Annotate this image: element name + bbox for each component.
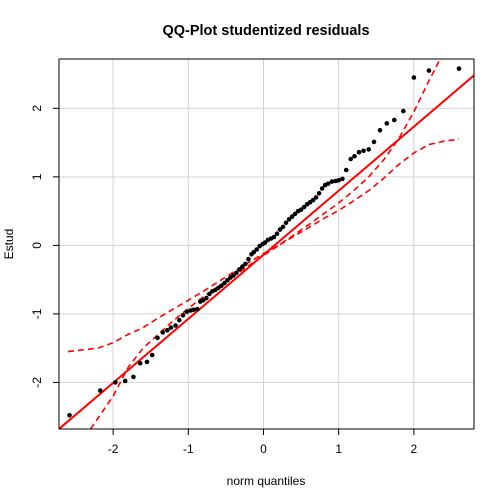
y-tick-label: 0 [30, 242, 44, 249]
data-point [219, 283, 224, 289]
data-point [262, 240, 268, 245]
data-point [361, 148, 366, 154]
data-point [231, 273, 236, 278]
data-point [411, 75, 417, 80]
data-point [67, 413, 72, 418]
x-tick-label: -1 [183, 442, 194, 456]
x-tick-label: 2 [411, 442, 418, 456]
data-point [251, 249, 256, 255]
data-point [313, 195, 319, 200]
data-point [371, 139, 377, 145]
data-point [254, 247, 259, 252]
reference-line [59, 74, 474, 429]
data-point [329, 179, 335, 184]
data-point [319, 186, 325, 191]
data-point [289, 214, 295, 219]
data-point [283, 220, 289, 226]
x-axis: -2 -1 0 1 2 [108, 429, 418, 456]
x-tick-label: 1 [335, 442, 342, 456]
data-point [184, 309, 190, 315]
y-tick-label: -2 [30, 377, 44, 388]
data-point [316, 191, 322, 196]
data-point [168, 325, 174, 330]
data-point [356, 149, 362, 155]
reference-line-group [59, 74, 474, 429]
data-point [149, 352, 155, 358]
x-axis-label: norm quantiles [227, 474, 306, 488]
data-point [222, 280, 227, 286]
data-point [155, 335, 160, 341]
data-point [426, 68, 432, 73]
data-point [456, 66, 462, 71]
data-point [207, 291, 212, 297]
data-point [277, 227, 283, 232]
data-point [191, 307, 196, 313]
data-point [240, 264, 245, 269]
data-point [177, 317, 182, 323]
data-point [310, 197, 316, 203]
data-point [340, 176, 345, 182]
y-axis-label: Estud [2, 229, 16, 260]
data-point [286, 217, 292, 222]
plot-frame [58, 58, 475, 430]
data-point [160, 330, 166, 335]
envelope-lower-line [67, 138, 460, 353]
data-point [113, 380, 118, 385]
data-point [137, 360, 143, 366]
data-point [348, 156, 354, 162]
data-point [122, 378, 128, 384]
data-point [401, 108, 406, 114]
data-point [325, 181, 331, 186]
y-tick-label: -1 [30, 308, 44, 319]
data-point [366, 147, 372, 152]
data-point [180, 313, 186, 318]
data-point [343, 167, 349, 173]
data-point [274, 231, 280, 236]
x-tick-label: -2 [108, 442, 119, 456]
data-point [246, 256, 251, 262]
chart-title: QQ-Plot studentized residuals [162, 23, 369, 39]
data-point [392, 117, 397, 123]
y-tick-label: 2 [30, 105, 44, 112]
data-point [131, 374, 136, 380]
data-point [98, 388, 103, 393]
data-point [144, 359, 150, 365]
data-point [271, 234, 277, 240]
data-point [384, 121, 390, 126]
data-point [377, 128, 383, 133]
data-point [243, 261, 248, 267]
data-point [237, 267, 242, 272]
data-point [173, 323, 178, 328]
data-point [280, 224, 286, 230]
data-point [204, 295, 209, 301]
data-point [352, 154, 357, 159]
data-point [301, 204, 307, 210]
x-tick-label: 0 [260, 442, 267, 456]
data-point [225, 278, 230, 283]
data-points [67, 66, 462, 418]
data-point [234, 270, 239, 276]
data-point [165, 328, 170, 333]
y-axis: -2 -1 0 1 2 [30, 105, 59, 388]
data-point [298, 207, 304, 212]
data-point [292, 211, 298, 217]
y-tick-label: 1 [30, 173, 44, 180]
data-point [336, 178, 342, 183]
data-point [195, 306, 200, 312]
